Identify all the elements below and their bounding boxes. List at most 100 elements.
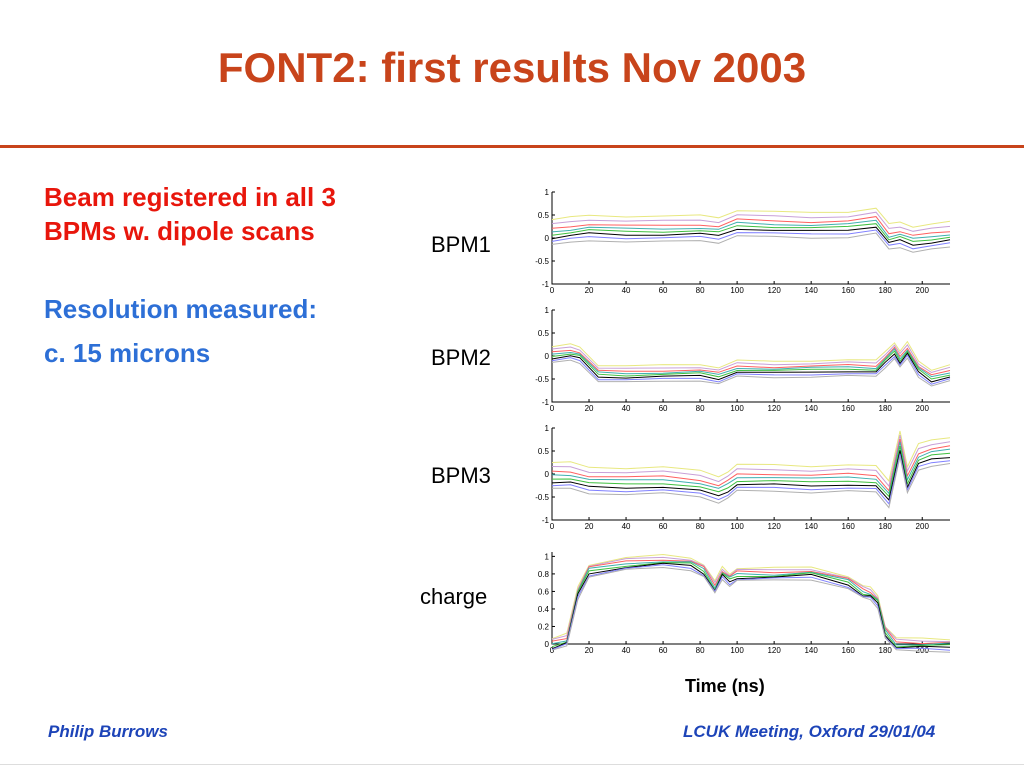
x-tick-label: 60 — [659, 646, 668, 655]
x-tick-label: 0 — [550, 286, 555, 295]
x-tick-label: 180 — [879, 522, 893, 531]
y-tick-label: 1 — [545, 552, 550, 561]
x-tick-label: 80 — [696, 522, 705, 531]
x-tick-label: 0 — [550, 404, 555, 413]
x-tick-label: 100 — [730, 404, 744, 413]
bpm1-label: BPM1 — [431, 232, 491, 257]
x-tick-label: 120 — [767, 646, 781, 655]
x-tick-label: 160 — [842, 286, 856, 295]
x-tick-label: 160 — [842, 404, 856, 413]
y-tick-label: 0.5 — [538, 329, 550, 338]
charge-chart: 10.80.60.40.200 20 40 60 80 100 120 140 160 180 20… — [538, 552, 951, 655]
x-tick-label: 120 — [767, 404, 781, 413]
x-tick-label: 0 — [550, 522, 555, 531]
y-tick-label: 0.5 — [538, 447, 550, 456]
x-tick-label: 200 — [916, 404, 930, 413]
x-tick-label: 160 — [842, 646, 856, 655]
series-line — [551, 216, 951, 236]
x-tick-label: 80 — [696, 404, 705, 413]
series-line — [551, 438, 951, 492]
y-tick-label: 0.4 — [538, 605, 550, 614]
series-line — [551, 229, 951, 250]
series-line — [551, 430, 951, 483]
bpm2-chart: 10.50-0.5-10 20 40 60 80 100 120 140 160 180 200 — [535, 306, 951, 413]
series-line — [551, 357, 951, 387]
series-line — [552, 456, 951, 509]
series-line — [551, 346, 951, 376]
x-tick-label: 40 — [622, 522, 631, 531]
series-line — [551, 434, 951, 488]
y-tick-label: 0.5 — [538, 211, 550, 220]
x-tick-label: 200 — [916, 522, 930, 531]
x-tick-label: 140 — [804, 522, 818, 531]
y-tick-label: 0 — [545, 640, 550, 649]
x-tick-label: 200 — [916, 646, 930, 655]
y-tick-label: 0 — [545, 234, 550, 243]
y-tick-label: -1 — [542, 516, 550, 525]
series-line — [551, 450, 951, 502]
bullet-resolution: Resolution measured: — [44, 294, 318, 324]
bpm2-label: BPM2 — [431, 345, 491, 370]
charge-plot: 1 0.8 0.6 0.4 0.2 0 0 20 40 60 80 100 120 140 160 180 20… — [530, 546, 960, 656]
bpm1-chart: 10.50-0.5-10 20 40 60 80 100 120 140 160 180 200 — [535, 188, 951, 295]
x-tick-label: 100 — [730, 522, 744, 531]
y-tick-label: 0 — [545, 470, 550, 479]
x-tick-label: 120 — [767, 522, 781, 531]
x-tick-label: 200 — [916, 286, 930, 295]
series-line — [551, 352, 951, 383]
y-tick-label: 0.6 — [538, 587, 550, 596]
bpm3-label: BPM3 — [431, 463, 491, 488]
x-tick-label: 20 — [585, 286, 594, 295]
bpm3-plot: 1 0.5 0 -0.5 -1 0 20 40 60 80 100 120 140 160 180 200 — [530, 422, 960, 532]
y-tick-label: 1 — [545, 306, 550, 315]
bullet-list: Beam registered in all 3 BPMs w. dipole … — [44, 180, 384, 370]
series-line — [551, 226, 951, 246]
series-line — [551, 344, 951, 373]
footer-author: Philip Burrows — [48, 722, 168, 741]
series-line — [551, 562, 951, 648]
y-tick-label: 0.2 — [538, 622, 550, 631]
x-tick-label: 140 — [804, 646, 818, 655]
bpm2-plot: 1 0.5 0 -0.5 -1 0 20 40 60 80 100 120 140 160 180 200 — [530, 304, 960, 414]
x-tick-label: 80 — [696, 286, 705, 295]
x-tick-label: 60 — [659, 522, 668, 531]
x-tick-label: 100 — [730, 646, 744, 655]
x-tick-label: 40 — [622, 646, 631, 655]
series-line — [551, 354, 951, 385]
bullet-microns: c. 15 microns — [44, 338, 211, 368]
y-tick-label: 0.8 — [538, 570, 550, 579]
x-tick-label: 160 — [842, 522, 856, 531]
x-tick-label: 140 — [804, 286, 818, 295]
series-line — [551, 553, 951, 641]
title-divider — [0, 145, 1024, 148]
x-tick-label: 80 — [696, 646, 705, 655]
y-tick-label: 1 — [545, 424, 550, 433]
y-tick-label: -0.5 — [535, 493, 549, 502]
series-line — [551, 211, 951, 232]
y-tick-label: 1 — [545, 188, 550, 197]
series-line — [551, 350, 951, 380]
slide-title: FONT2: first results Nov 2003 — [217, 44, 807, 91]
x-tick-label: 180 — [879, 286, 893, 295]
bpm1-plot: 1 0.5 0 -0.5 -1 0 20 40 60 80 100 120 140 160 180 200 — [530, 186, 960, 296]
y-tick-label: -0.5 — [535, 257, 549, 266]
bpm3-chart: 10.50-0.5-10 20 40 60 80 100 120 140 160 180 200 — [535, 424, 951, 531]
x-tick-label: 60 — [659, 286, 668, 295]
y-tick-label: -0.5 — [535, 375, 549, 384]
axis-lines — [551, 310, 950, 403]
series-line — [551, 441, 951, 495]
x-tick-label: 20 — [585, 522, 594, 531]
x-tick-label: 100 — [730, 286, 744, 295]
x-axis-label: Time (ns) — [685, 676, 765, 696]
x-tick-label: 40 — [622, 404, 631, 413]
footer-meeting: LCUK Meeting, Oxford 29/01/04 — [683, 722, 936, 741]
series-line — [551, 232, 951, 253]
series-line — [551, 562, 951, 650]
series-line — [551, 219, 951, 239]
bottom-divider — [0, 764, 1024, 765]
series-line — [551, 223, 951, 242]
x-tick-label: 120 — [767, 286, 781, 295]
bullet-beam-registered: Beam registered in all 3 BPMs w. dipole … — [44, 182, 336, 246]
series-line — [551, 348, 951, 378]
y-tick-label: -1 — [542, 398, 550, 407]
